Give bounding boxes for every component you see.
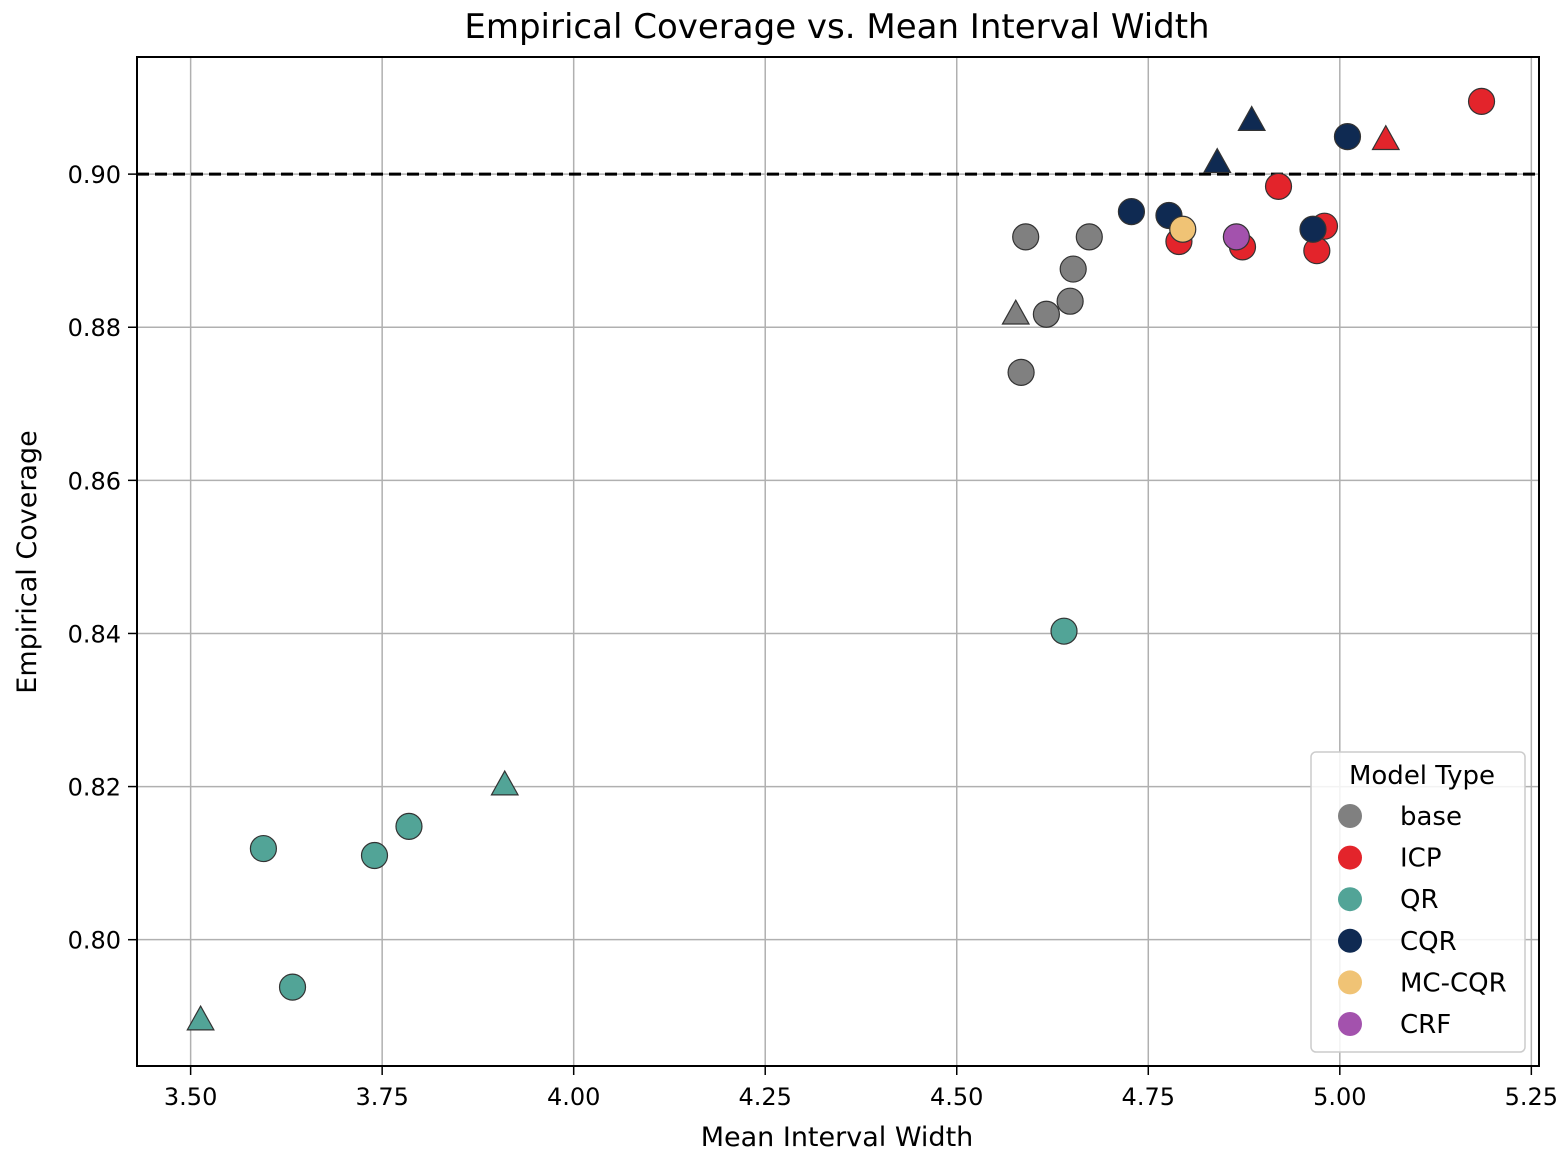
y-tick-label: 0.88 — [68, 314, 121, 342]
point-base — [1032, 300, 1060, 328]
legend-marker-cqr — [1338, 928, 1362, 953]
legend-label-base: base — [1400, 802, 1462, 832]
point-qr — [249, 834, 278, 863]
point-base — [1075, 223, 1103, 251]
legend-label-icp: ICP — [1400, 844, 1442, 874]
x-axis-label: Mean Interval Width — [701, 1122, 974, 1153]
legend-label-cqr: CQR — [1400, 927, 1457, 957]
point-base — [1012, 223, 1040, 251]
legend-marker-base — [1338, 804, 1362, 828]
legend-marker-mc-cqr — [1338, 970, 1362, 995]
grid-lines — [137, 57, 1539, 1066]
point-cqr-triangle — [1202, 147, 1232, 174]
y-tick-label: 0.84 — [68, 620, 121, 648]
x-tick-label: 4.25 — [738, 1083, 791, 1111]
legend-marker-icp — [1338, 845, 1362, 870]
legend-label-qr: QR — [1400, 885, 1439, 915]
x-axis-ticks: 3.50 3.75 4.00 4.25 4.50 4.75 5.00 5.25 — [164, 1066, 1558, 1111]
point-qr-triangle — [490, 769, 520, 796]
point-cqr — [1333, 123, 1362, 151]
y-tick-label: 0.90 — [68, 161, 121, 189]
legend-marker-crf — [1338, 1012, 1362, 1036]
point-base-triangle — [1001, 298, 1031, 325]
y-tick-label: 0.80 — [68, 927, 121, 955]
legend-label-crf: CRF — [1400, 1010, 1451, 1040]
legend-label-mc-cqr: MC-CQR — [1400, 968, 1507, 998]
point-base — [1007, 358, 1035, 387]
legend-title: Model Type — [1349, 761, 1495, 791]
x-tick-label: 4.00 — [547, 1083, 600, 1111]
y-tick-label: 0.82 — [68, 774, 121, 802]
x-tick-label: 5.25 — [1505, 1083, 1558, 1111]
point-qr — [395, 812, 423, 840]
x-tick-label: 4.50 — [930, 1083, 983, 1111]
plot-frame — [136, 56, 1540, 1067]
x-tick-label: 3.75 — [355, 1083, 408, 1111]
point-icp — [1467, 87, 1496, 116]
point-icp-triangle — [1371, 124, 1401, 151]
point-base — [1059, 255, 1087, 283]
point-mc-cqr — [1169, 215, 1197, 243]
point-cqr-triangle — [1237, 105, 1267, 131]
point-cqr — [1117, 198, 1146, 226]
point-base — [1056, 287, 1084, 315]
legend: Model Type base ICP QR CQR MC-CQR CRF — [1310, 751, 1526, 1053]
legend-box — [1310, 751, 1526, 1053]
chart-title: Empirical Coverage vs. Mean Interval Wid… — [464, 7, 1209, 47]
data-points — [186, 87, 1496, 1031]
point-icp — [1264, 172, 1293, 200]
point-qr — [360, 841, 389, 870]
legend-marker-qr — [1338, 887, 1362, 912]
y-axis-ticks: 0.80 0.82 0.84 0.86 0.88 0.90 — [68, 161, 137, 955]
point-qr — [278, 973, 307, 1001]
y-axis-label: Empirical Coverage — [12, 430, 43, 693]
point-cqr — [1299, 215, 1327, 243]
x-tick-label: 5.00 — [1313, 1083, 1366, 1111]
y-tick-label: 0.86 — [68, 467, 121, 495]
point-qr — [1050, 617, 1078, 645]
point-crf — [1222, 223, 1250, 251]
x-tick-label: 3.50 — [164, 1083, 217, 1111]
point-qr-triangle — [186, 1004, 215, 1031]
x-tick-label: 4.75 — [1122, 1083, 1175, 1111]
